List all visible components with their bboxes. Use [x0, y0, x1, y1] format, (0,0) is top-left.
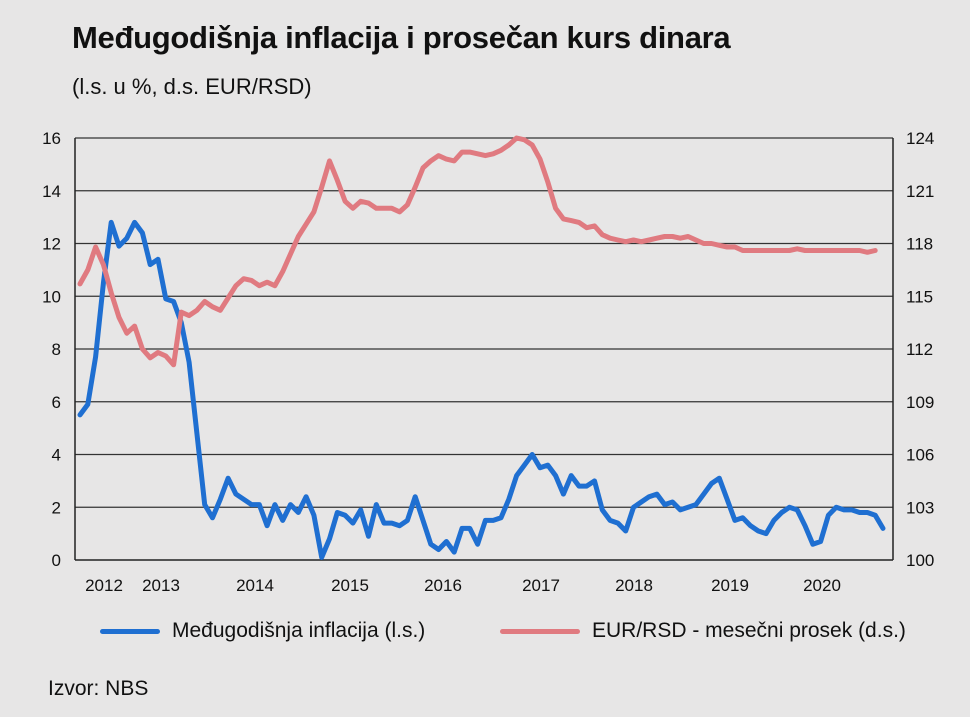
x-tick-label: 2018 — [615, 576, 653, 595]
y-left-tick-label: 4 — [52, 446, 61, 465]
x-tick-label: 2015 — [331, 576, 369, 595]
y-right-tick-label: 103 — [906, 498, 934, 517]
x-tick-label: 2017 — [522, 576, 560, 595]
y-left-tick-label: 12 — [42, 235, 61, 254]
chart-plot: 0 2 4 6 8 10 12 14 16 100 103 106 109 112 115 118 121 124… — [42, 129, 934, 595]
y-right-tick-label: 121 — [906, 182, 934, 201]
y-left-tick-label: 6 — [52, 393, 61, 412]
chart-title: Međugodišnja inflacija i prosečan kurs d… — [72, 20, 731, 55]
chart-legend: Međugodišnja inflacija (l.s.) EUR/RSD - … — [100, 619, 960, 649]
legend-swatch-fx — [500, 628, 580, 634]
x-tick-label: 2012 — [85, 576, 123, 595]
y-left-tick-label: 16 — [42, 129, 61, 148]
source-note: Izvor: NBS — [48, 677, 149, 700]
legend-swatch-inflation — [100, 628, 160, 634]
x-tick-label: 2016 — [424, 576, 462, 595]
legend-item-inflation: Međugodišnja inflacija (l.s.) — [100, 619, 425, 643]
chart-subtitle: (l.s. u %, d.s. EUR/RSD) — [72, 74, 312, 99]
y-right-tick-label: 112 — [906, 340, 933, 359]
y-left-tick-label: 14 — [42, 182, 61, 201]
x-tick-label: 2014 — [236, 576, 274, 595]
legend-label-inflation: Međugodišnja inflacija (l.s.) — [172, 619, 426, 642]
x-tick-label: 2013 — [142, 576, 180, 595]
y-left-tick-label: 0 — [52, 551, 61, 570]
y-left-tick-label: 2 — [52, 498, 61, 517]
y-right-tick-label: 106 — [906, 446, 934, 465]
x-tick-label: 2019 — [711, 576, 749, 595]
y-right-tick-label: 115 — [906, 287, 933, 306]
series-line-inflation — [77, 219, 886, 560]
legend-label-fx: EUR/RSD - mesečni prosek (d.s.) — [592, 619, 906, 642]
y-left-tick-label: 10 — [42, 287, 61, 306]
y-right-tick-label: 100 — [906, 551, 934, 570]
y-right-tick-label: 118 — [906, 235, 933, 254]
series-line-fx — [77, 135, 878, 368]
y-right-tick-label: 109 — [906, 393, 934, 412]
legend-item-fx: EUR/RSD - mesečni prosek (d.s.) — [500, 619, 906, 643]
y-right-tick-label: 124 — [906, 129, 934, 148]
y-left-tick-label: 8 — [52, 340, 61, 359]
x-tick-label: 2020 — [803, 576, 841, 595]
